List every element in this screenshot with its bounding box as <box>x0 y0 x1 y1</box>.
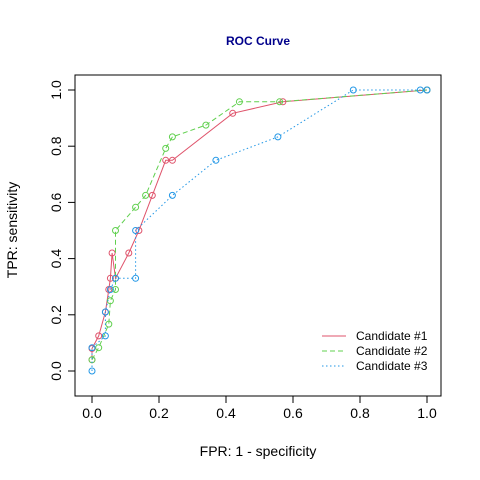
data-point <box>168 133 176 141</box>
legend-label: Candidate #3 <box>356 359 428 373</box>
data-point <box>112 274 119 282</box>
data-point <box>112 286 119 293</box>
data-point <box>108 249 116 257</box>
data-point <box>112 227 119 234</box>
plot-frame <box>74 74 442 397</box>
data-point <box>416 86 424 94</box>
series-1 <box>88 86 431 364</box>
data-point <box>132 274 140 282</box>
series-2 <box>88 86 431 364</box>
y-axis: 0.0 0.2 0.4 0.6 0.8 1.0 <box>48 80 75 381</box>
x-tick-label: 0.8 <box>350 405 370 421</box>
y-tick-label: 0.6 <box>48 192 64 212</box>
chart-title: ROC Curve <box>226 34 290 48</box>
series-3 <box>88 86 431 375</box>
data-point <box>132 227 140 234</box>
data-point <box>423 86 431 94</box>
y-tick-label: 0.0 <box>48 361 64 381</box>
data-point <box>162 144 170 152</box>
x-tick-label: 0.0 <box>82 405 102 421</box>
data-point <box>274 133 282 141</box>
data-point <box>229 109 237 117</box>
data-point <box>125 249 133 257</box>
series-line <box>91 89 428 360</box>
data-point <box>88 344 96 352</box>
x-tick-label: 0.4 <box>216 405 236 421</box>
data-point <box>276 98 284 106</box>
y-tick-label: 0.4 <box>48 249 64 269</box>
data-point <box>95 332 103 340</box>
y-tick-label: 1.0 <box>48 80 64 100</box>
series-line <box>91 89 427 371</box>
data-point <box>148 191 156 199</box>
series-layer <box>88 86 431 375</box>
data-point <box>168 156 176 164</box>
x-tick-label: 1.0 <box>417 405 437 421</box>
x-tick-label: 0.6 <box>283 405 303 421</box>
y-tick-label: 0.8 <box>48 136 64 156</box>
series-line <box>91 89 428 361</box>
data-point <box>132 203 140 211</box>
data-point <box>95 344 103 352</box>
data-point <box>212 156 220 164</box>
data-point <box>106 286 114 293</box>
y-axis-label: TPR: sensitivity <box>4 182 20 278</box>
legend-label: Candidate #1 <box>356 329 428 343</box>
data-point <box>202 121 210 129</box>
data-point <box>101 332 109 340</box>
data-point <box>349 86 357 94</box>
y-tick-label: 0.2 <box>48 305 64 325</box>
data-point <box>235 98 243 106</box>
data-point <box>106 274 114 282</box>
legend-label: Candidate #2 <box>356 344 428 358</box>
data-point <box>101 308 109 316</box>
data-point <box>162 156 170 164</box>
x-axis: 0.0 0.2 0.4 0.6 0.8 1.0 <box>82 396 437 421</box>
x-tick-label: 0.2 <box>149 405 169 421</box>
data-point <box>168 191 176 199</box>
x-axis-label: FPR: 1 - specificity <box>200 443 317 459</box>
data-point <box>88 367 96 375</box>
data-point <box>142 191 150 199</box>
